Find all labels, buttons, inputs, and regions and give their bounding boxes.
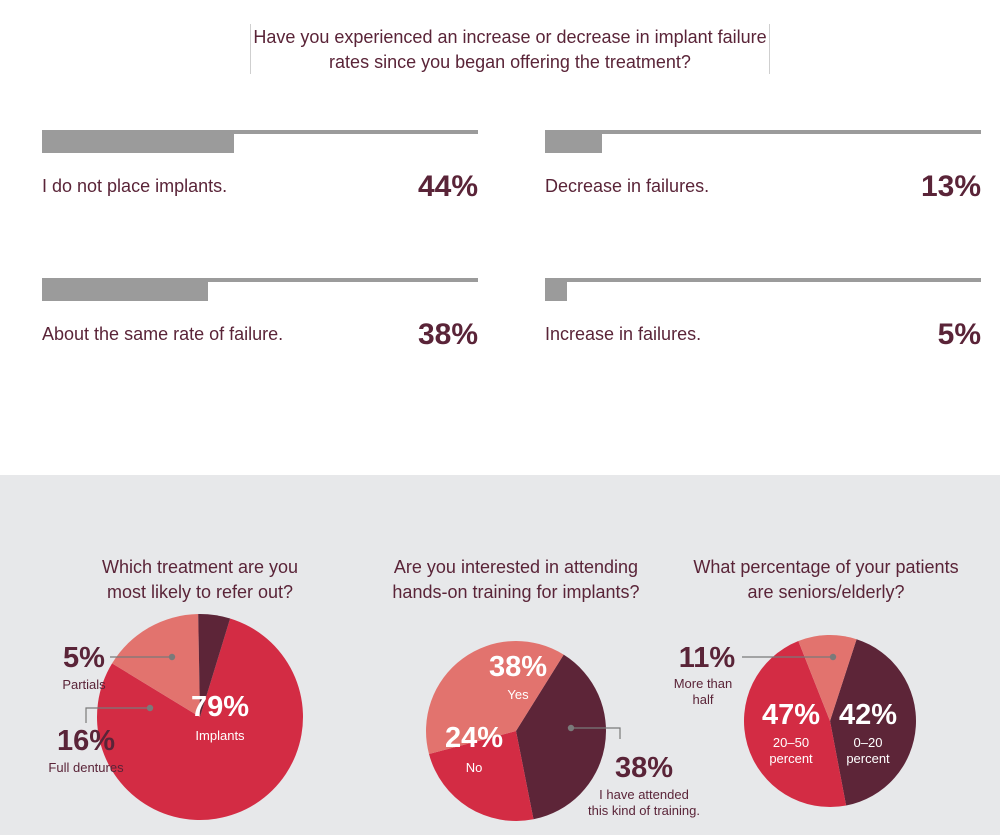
leader-line (85, 707, 150, 723)
bar-item-no-implants: I do not place implants. 44% (42, 130, 478, 210)
pie-slice (112, 614, 200, 717)
bar-fill (42, 130, 234, 153)
bar-item-increase: Increase in failures. 5% (545, 278, 981, 358)
pie-slice-label: No (466, 760, 483, 775)
leader-dot (829, 653, 837, 661)
pie-title: are seniors/elderly? (747, 582, 904, 602)
leader-dot (168, 653, 176, 661)
pie-chart-2: Are you interested in attending hands-on … (392, 557, 700, 822)
pie-slice (96, 618, 303, 821)
bar-track (545, 278, 981, 282)
pie-pct-label: 47% (762, 699, 820, 731)
pie-pct-label: 16% (57, 725, 115, 757)
bar-fill (545, 130, 602, 153)
bar-track (42, 278, 478, 282)
pie-slice (830, 639, 917, 806)
pie-chart-3: What percentage of your patients are seni… (674, 557, 959, 808)
pie-pct-label: 5% (63, 642, 105, 674)
bar-label: Increase in failures. (545, 324, 702, 344)
pie-slice-label: Implants (195, 728, 245, 743)
bar-label: About the same rate of failure. (42, 324, 284, 344)
pie-pct-label: 79% (191, 691, 249, 723)
bar-value-label: 5% (937, 318, 981, 351)
pie-slice-label: percent (769, 751, 813, 766)
bar-track (42, 130, 478, 134)
pie-title: most likely to refer out? (107, 582, 293, 602)
pie-charts-svg: Which treatment are you most likely to re… (48, 557, 959, 822)
pie-slice-label: I have attended (599, 787, 689, 802)
pie-slice-label: Partials (62, 677, 106, 692)
pie-charts-panel: Which treatment are you most likely to re… (0, 475, 1000, 835)
bar-fill (545, 278, 567, 301)
pie-pct-label: 11% (679, 642, 736, 674)
pie-slice (428, 731, 534, 822)
bar-fill (42, 278, 208, 301)
pie-title: Which treatment are you (102, 557, 298, 577)
pie-slice-label: this kind of training. (588, 803, 700, 818)
pie-slice (743, 641, 847, 808)
pie-pct-label: 38% (489, 651, 547, 683)
pie-slice (426, 641, 564, 754)
bar-item-decrease: Decrease in failures. 13% (545, 130, 981, 210)
pie-title: hands-on training for implants? (392, 582, 639, 602)
pie-pct-label: 38% (615, 752, 673, 784)
pie-pct-label: 42% (839, 699, 897, 731)
bar-track (545, 130, 981, 134)
pie-slice (198, 614, 231, 717)
bar-item-same-rate: About the same rate of failure. 38% (42, 278, 478, 358)
bar-label: Decrease in failures. (545, 176, 710, 196)
pie-slice-label: 0–20 (854, 735, 883, 750)
pie-slice-label: More than (674, 676, 733, 691)
bar-chart-title: Have you experienced an increase or decr… (250, 24, 770, 74)
leader-dot (146, 704, 154, 712)
pie-slice-label: half (693, 692, 714, 707)
pie-chart-1: Which treatment are you most likely to re… (48, 557, 303, 821)
pie-pct-label: 24% (445, 722, 503, 754)
bar-value-label: 44% (417, 170, 478, 203)
pie-slice-label: Yes (507, 687, 529, 702)
bar-value-label: 13% (920, 170, 981, 203)
pie-title: What percentage of your patients (693, 557, 958, 577)
pie-title: Are you interested in attending (394, 557, 638, 577)
bar-label: I do not place implants. (42, 176, 228, 196)
leader-dot (567, 724, 575, 732)
pie-slice-label: 20–50 (773, 735, 809, 750)
pie-slice-label: percent (846, 751, 890, 766)
pie-slice-label: Full dentures (48, 760, 124, 775)
bar-value-label: 38% (417, 318, 478, 351)
pie-slice (516, 654, 606, 820)
leader-line (571, 727, 621, 739)
